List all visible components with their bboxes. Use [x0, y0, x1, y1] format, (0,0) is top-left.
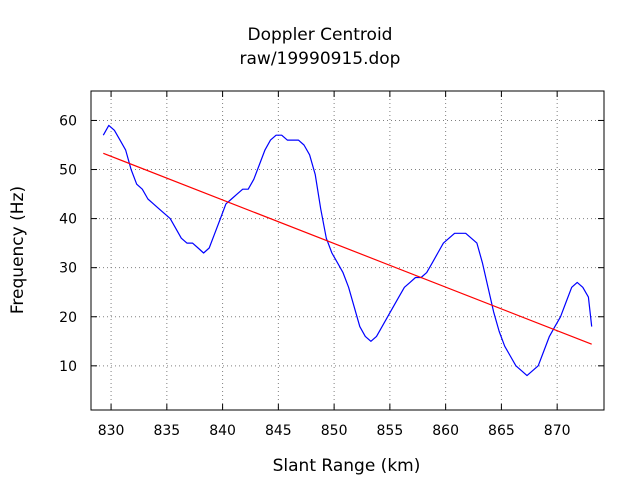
y-tick-label: 20 [59, 310, 77, 326]
tick-labels: 830 835 840 845 850 855 860 865 870 10 20 30 40 50 60 [59, 113, 570, 439]
x-tick-label: 870 [544, 423, 571, 439]
x-tick-label: 835 [153, 423, 180, 439]
y-tick-label: 60 [59, 113, 77, 129]
x-tick-label: 860 [432, 423, 459, 439]
grid [91, 91, 604, 410]
ticks [91, 91, 604, 410]
x-tick-label: 840 [209, 423, 236, 439]
x-tick-label: 865 [488, 423, 515, 439]
fit-line [103, 152, 592, 345]
x-tick-label: 850 [321, 423, 348, 439]
series-layer [102, 124, 593, 377]
x-tick-label: 845 [265, 423, 292, 439]
y-tick-label: 10 [59, 359, 77, 375]
plot-frame [90, 90, 605, 411]
chart-subtitle: raw/19990915.dop [239, 49, 401, 69]
x-axis-label: Slant Range (km) [272, 456, 421, 476]
doppler-series-line [102, 124, 593, 377]
y-tick-label: 30 [59, 261, 77, 277]
y-axis-label: Frequency (Hz) [8, 185, 28, 315]
x-tick-label: 855 [377, 423, 404, 439]
y-tick-label: 50 [59, 163, 77, 179]
x-tick-label: 830 [98, 423, 125, 439]
chart-title: Doppler Centroid [247, 25, 393, 45]
y-tick-label: 40 [59, 212, 77, 228]
